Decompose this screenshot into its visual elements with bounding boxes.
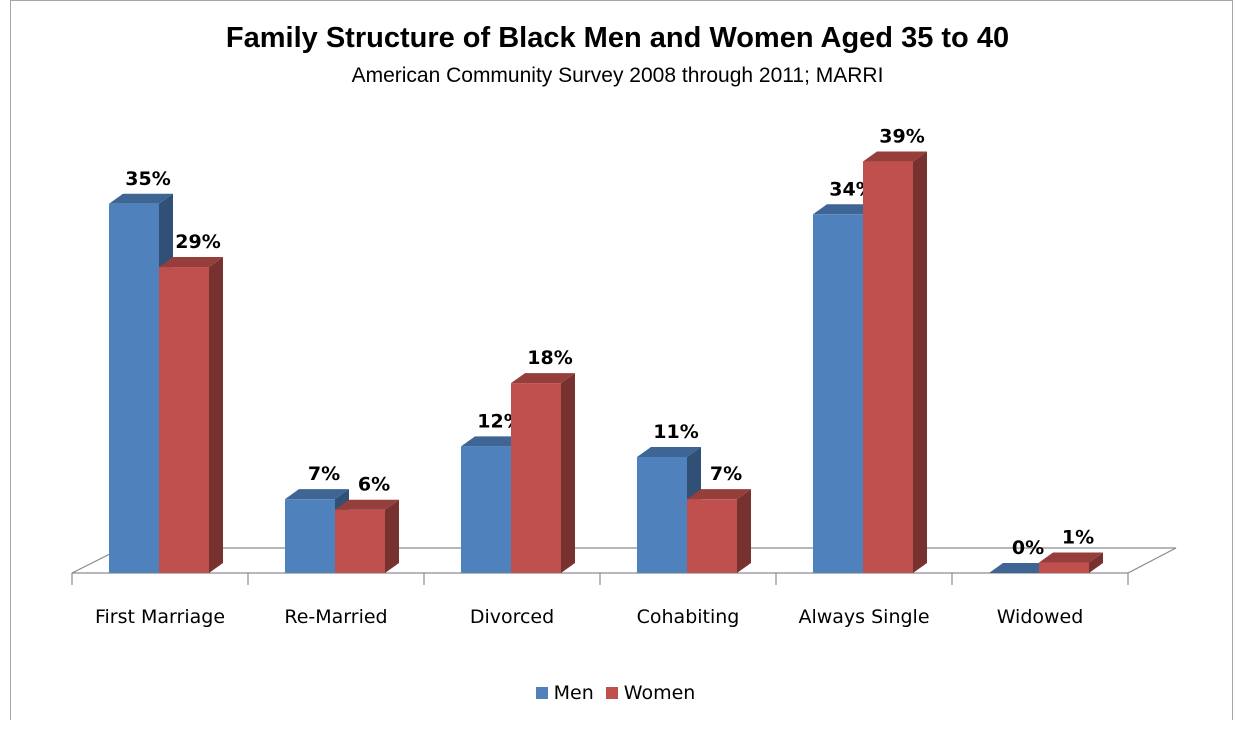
legend-item-women: Women	[605, 682, 696, 704]
legend-swatch-men	[535, 687, 548, 699]
data-label: 0%	[1012, 537, 1044, 559]
data-label: 7%	[308, 463, 340, 485]
x-tick-label: Always Single	[798, 606, 929, 628]
data-label: 11%	[653, 421, 698, 443]
x-tick-label: First Marriage	[95, 606, 225, 628]
legend-label-men: Men	[553, 682, 594, 704]
chart-frame	[10, 0, 1233, 720]
legend: Men Women	[0, 682, 1235, 704]
chart-title: Family Structure of Black Men and Women …	[225, 22, 1010, 54]
x-tick-label: Re-Married	[284, 606, 387, 628]
data-label: 7%	[710, 463, 742, 485]
x-tick-label: Divorced	[470, 606, 554, 628]
data-label: 29%	[175, 231, 220, 253]
data-label: 35%	[125, 168, 170, 190]
bar-top	[285, 489, 349, 500]
bar-top	[511, 373, 575, 384]
bar-top	[813, 204, 877, 215]
bar-top	[1039, 552, 1103, 563]
data-label: 18%	[527, 347, 572, 369]
bar-top	[335, 499, 399, 510]
x-tick-label: Cohabiting	[637, 606, 740, 628]
bar-top	[687, 489, 751, 500]
bar-men	[813, 214, 863, 574]
bar-side	[737, 489, 751, 573]
bar-men	[637, 456, 687, 573]
bar-women	[1039, 562, 1089, 573]
bar-side	[561, 373, 575, 573]
bar-side	[385, 499, 399, 573]
legend-label-women: Women	[623, 682, 696, 704]
bar-side	[209, 257, 223, 573]
bar-women	[335, 509, 385, 573]
bar-top	[159, 257, 223, 268]
bar-top	[109, 193, 173, 204]
legend-item-men: Men	[535, 682, 594, 704]
bar-women	[511, 383, 561, 573]
data-label: 1%	[1062, 526, 1094, 548]
bar-top	[863, 151, 927, 162]
data-label: 6%	[358, 474, 390, 496]
data-label: 39%	[879, 126, 924, 148]
bar-men	[461, 446, 511, 573]
bar-side	[913, 151, 927, 574]
bar-men	[285, 499, 335, 573]
bar-women	[863, 161, 913, 574]
chart-subtitle: American Community Survey 2008 through 2…	[351, 64, 884, 87]
bar-top	[461, 436, 525, 447]
bar-women	[159, 267, 209, 573]
bar-women	[687, 499, 737, 573]
bar-side	[1089, 552, 1103, 573]
bar-top	[989, 563, 1053, 573]
bar-men	[109, 203, 159, 573]
bar-top	[637, 446, 701, 457]
x-tick-label: Widowed	[997, 606, 1084, 628]
legend-swatch-women	[605, 687, 618, 699]
